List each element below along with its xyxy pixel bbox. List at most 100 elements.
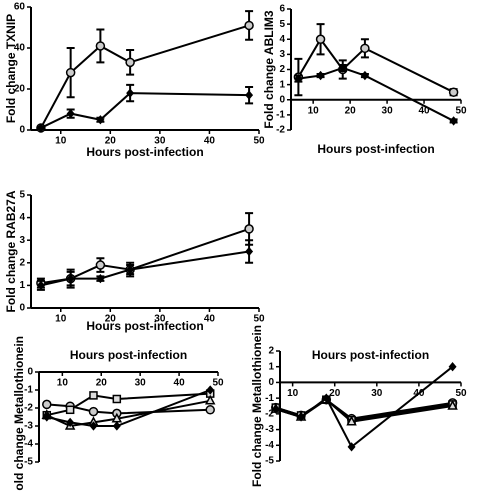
panel: -2 -1 0 1 2 3 4 5 6 10 20 30 40 50 Hours post-infectio… bbox=[262, 4, 467, 157]
y-tick-label: 0 bbox=[19, 303, 25, 314]
marker bbox=[42, 412, 51, 422]
y-tick-label: 1 bbox=[268, 361, 274, 372]
x-tick-label: 50 bbox=[455, 388, 467, 399]
marker bbox=[65, 405, 75, 415]
marker bbox=[88, 406, 99, 417]
marker bbox=[347, 442, 356, 452]
panel: 0 20 40 60 10 20 30 40 50 Hours post-infection Fol… bbox=[4, 2, 265, 160]
x-tick-label: 30 bbox=[154, 136, 166, 147]
y-tick-label: 40 bbox=[14, 43, 26, 54]
y-tick-label: -3 bbox=[24, 421, 33, 432]
y-tick-label: 1 bbox=[19, 280, 25, 291]
y-tick-label: 0 bbox=[279, 94, 285, 105]
y-tick-label: 2 bbox=[268, 346, 274, 357]
series-line bbox=[40, 92, 250, 129]
marker bbox=[89, 391, 98, 400]
x-axis-label: Hours post-infection bbox=[86, 145, 203, 159]
y-axis-label: Fold change Metallothionein bbox=[12, 336, 26, 491]
y-tick-label: -4 bbox=[24, 439, 33, 450]
y-axis-label: Fold change RAB27A bbox=[4, 190, 18, 312]
x-tick-label: 10 bbox=[55, 136, 67, 147]
x-tick-label: 30 bbox=[135, 378, 147, 389]
x-tick-label: 20 bbox=[105, 136, 117, 147]
marker bbox=[95, 41, 106, 51]
y-tick-label: 1 bbox=[279, 79, 285, 90]
marker bbox=[297, 412, 306, 422]
marker bbox=[125, 57, 135, 68]
x-tick-label: 50 bbox=[253, 314, 265, 325]
x-tick-label: 40 bbox=[204, 314, 216, 325]
y-axis-label: Fold change ABLIM3 bbox=[262, 10, 276, 129]
x-tick-label: 30 bbox=[382, 105, 394, 116]
x-tick-label: 50 bbox=[212, 378, 224, 389]
x-tick-label: 20 bbox=[96, 378, 108, 389]
x-tick-label: 50 bbox=[455, 105, 467, 116]
marker bbox=[322, 393, 331, 403]
marker bbox=[126, 264, 135, 275]
y-tick-label: 3 bbox=[19, 235, 25, 246]
y-tick-label: 5 bbox=[279, 19, 285, 30]
y-tick-label: -2 bbox=[265, 408, 274, 419]
marker bbox=[204, 394, 216, 405]
marker bbox=[126, 88, 135, 98]
marker bbox=[346, 415, 357, 426]
y-tick-label: -3 bbox=[265, 424, 274, 435]
marker bbox=[294, 73, 303, 84]
marker bbox=[66, 108, 75, 119]
marker bbox=[112, 421, 121, 431]
x-tick-label: 40 bbox=[174, 378, 186, 389]
marker bbox=[447, 399, 458, 410]
x-tick-label: 30 bbox=[154, 314, 166, 325]
marker bbox=[36, 123, 45, 133]
x-tick-label: 20 bbox=[345, 105, 357, 116]
y-tick-label: 5 bbox=[19, 190, 25, 201]
y-tick-label: 3 bbox=[279, 49, 285, 60]
marker bbox=[245, 246, 254, 257]
y-tick-label: 2 bbox=[19, 257, 25, 268]
x-tick-label: 10 bbox=[57, 378, 69, 389]
marker bbox=[66, 417, 75, 428]
panel: 0 1 2 3 4 5 10 20 30 40 50 Hours post-infection Fold… bbox=[4, 190, 265, 334]
marker bbox=[338, 63, 347, 73]
x-tick-label: 30 bbox=[371, 388, 383, 399]
marker bbox=[271, 404, 280, 414]
y-tick-label: -1 bbox=[265, 393, 274, 404]
x-tick-label: 40 bbox=[418, 105, 430, 116]
marker bbox=[66, 273, 75, 284]
marker bbox=[65, 67, 76, 78]
y-tick-label: -1 bbox=[276, 110, 285, 121]
marker bbox=[42, 399, 52, 410]
x-tick-label: 20 bbox=[329, 388, 341, 399]
y-tick-label: 4 bbox=[279, 34, 285, 45]
marker bbox=[89, 421, 98, 431]
marker bbox=[244, 224, 254, 234]
marker bbox=[360, 70, 369, 81]
marker bbox=[96, 115, 105, 125]
y-tick-label: 0 bbox=[19, 125, 25, 136]
marker bbox=[36, 280, 45, 291]
marker bbox=[244, 20, 254, 31]
x-tick-label: 20 bbox=[105, 314, 117, 325]
marker bbox=[448, 87, 459, 97]
x-axis-label: Hours post-infection bbox=[317, 142, 434, 156]
marker bbox=[205, 405, 215, 415]
y-tick-label: 2 bbox=[279, 64, 285, 75]
y-axis-label: Fold change TXNIP bbox=[4, 14, 18, 123]
marker bbox=[95, 260, 106, 270]
x-tick-label: 40 bbox=[204, 136, 216, 147]
y-tick-label: 20 bbox=[14, 84, 26, 95]
y-tick-label: -1 bbox=[24, 385, 33, 396]
panel: -5 -4 -3 -2 -1 0 10 20 30 40 50 Hours post-infectio… bbox=[12, 336, 224, 491]
x-axis-label: Hours post-infection bbox=[70, 348, 187, 362]
y-tick-label: 0 bbox=[268, 377, 274, 388]
marker bbox=[448, 362, 457, 372]
x-tick-label: 10 bbox=[55, 314, 67, 325]
y-tick-label: -5 bbox=[265, 456, 274, 467]
series-line bbox=[297, 37, 455, 94]
y-tick-label: 6 bbox=[279, 4, 285, 15]
y-axis-label: Fold change Metallothionein bbox=[250, 325, 264, 487]
marker bbox=[112, 394, 122, 404]
y-tick-label: 0 bbox=[27, 367, 33, 378]
